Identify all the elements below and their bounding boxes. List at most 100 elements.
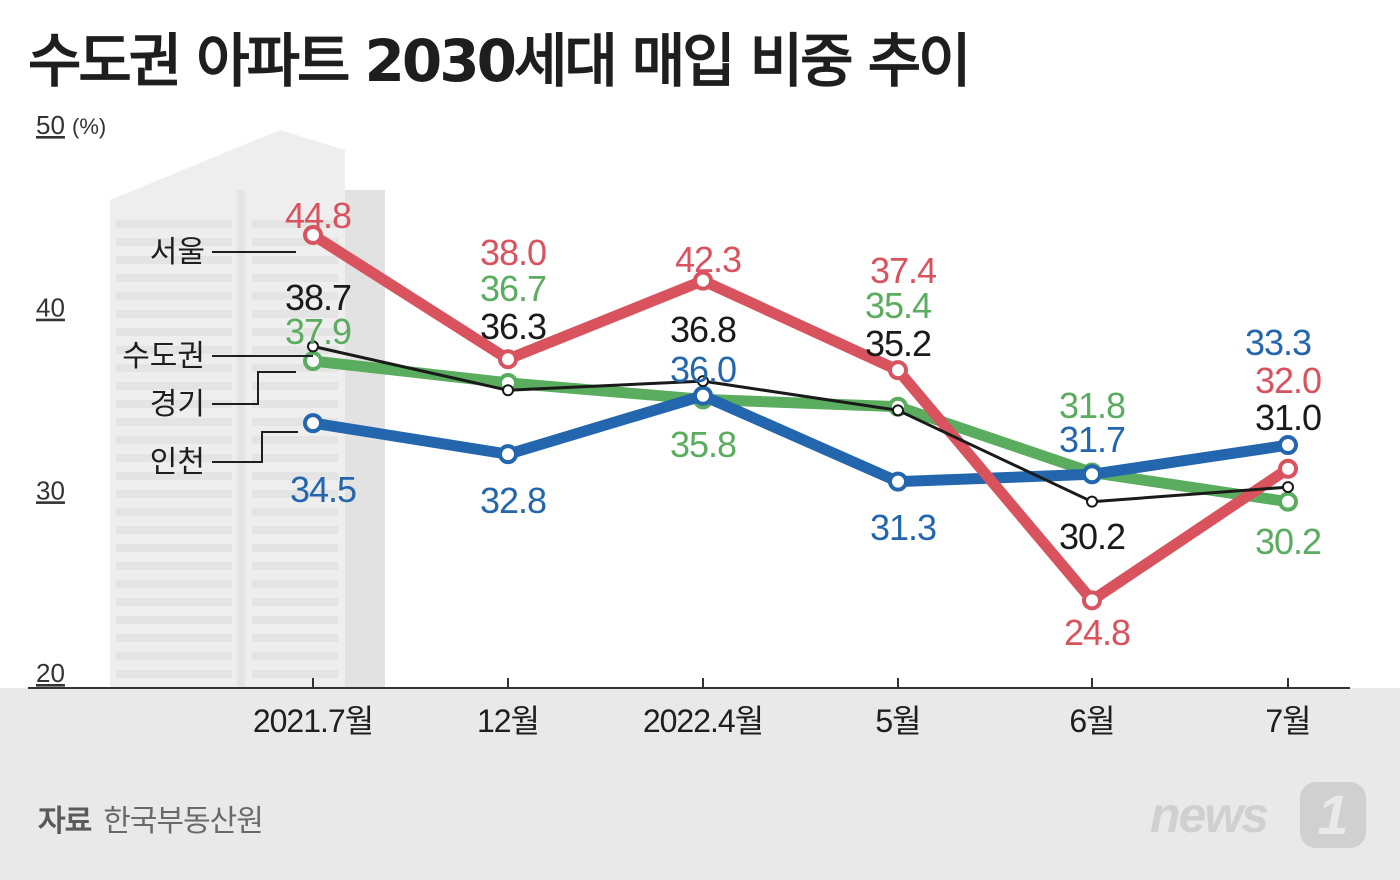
data-point-경기 (1278, 491, 1298, 512)
series-line-경기 (307, 355, 1294, 508)
building-window-row (252, 328, 338, 336)
data-label-인천: 32.8 (480, 480, 546, 521)
building-window-row (116, 490, 232, 498)
chart-axis: 20 30 40 50 (%) 2021.7월 12월 2022.4월 5월 6월 7월 (28, 110, 1350, 739)
building-window-row (116, 328, 232, 336)
y-tick-label: 40 (36, 293, 65, 323)
data-point-인천 (303, 413, 323, 434)
building-window-row (116, 508, 232, 516)
y-tick-label: 30 (36, 475, 65, 505)
building-window-row (252, 220, 338, 228)
building-window-row (116, 418, 232, 426)
building-window-row (116, 616, 232, 624)
legend-label-인천: 인천 (150, 446, 205, 479)
data-point-서울 (1082, 590, 1102, 611)
series-line-수도권 (311, 344, 1290, 504)
building-window-row (116, 364, 232, 372)
data-point-수도권 (1086, 495, 1098, 508)
building-window-row (252, 562, 338, 570)
building-window-row (116, 256, 232, 264)
building-window-row (116, 580, 232, 588)
building-window-row (252, 652, 338, 660)
building-window-row (252, 670, 338, 678)
building-window-row (116, 292, 232, 300)
data-label-수도권: 36.8 (670, 309, 736, 350)
source-name: 한국부동산원 (103, 804, 264, 839)
data-label-인천: 34.5 (290, 469, 356, 510)
data-label-경기: 36.7 (480, 268, 546, 309)
data-point-서울 (498, 349, 518, 370)
data-point-서울 (888, 360, 908, 381)
data-label-수도권: 35.2 (865, 323, 931, 364)
source-note: 자료 한국부동산원 (38, 796, 264, 840)
building-window-row (252, 526, 338, 534)
logo-text: news (1150, 787, 1269, 843)
building-window-row (252, 382, 338, 390)
data-label-경기: 31.8 (1059, 385, 1125, 426)
data-point-인천 (1082, 464, 1102, 485)
y-axis-unit: (%) (72, 114, 106, 139)
logo-badge: 1 (1300, 782, 1366, 848)
building-window-row (116, 310, 232, 318)
x-tick-label: 2021.7월 (253, 703, 373, 739)
x-tick-label: 2022.4월 (643, 703, 763, 739)
data-label-인천: 36.0 (670, 349, 736, 390)
data-point-수도권 (892, 404, 904, 417)
building-window-row (116, 526, 232, 534)
building-window-row (116, 454, 232, 462)
data-point-인천 (1278, 435, 1298, 456)
building-window-row (252, 544, 338, 552)
building-window-row (116, 562, 232, 570)
legend-label-경기: 경기 (150, 388, 205, 421)
building-window-row (116, 634, 232, 642)
building-window-row (252, 598, 338, 606)
data-label-경기: 37.9 (285, 311, 351, 352)
x-tick-label: 5월 (875, 703, 920, 739)
source-label: 자료 (38, 804, 92, 839)
data-label-수도권: 30.2 (1059, 516, 1125, 557)
building-window-row (116, 472, 232, 480)
data-point-인천 (888, 471, 908, 492)
data-label-경기: 35.8 (670, 424, 736, 465)
legend-label-서울: 서울 (150, 236, 205, 269)
building-window-row (252, 238, 338, 246)
data-point-서울 (693, 270, 713, 291)
building-window-row (252, 508, 338, 516)
data-label-서울: 38.0 (480, 232, 546, 273)
data-label-서울: 44.8 (285, 195, 351, 236)
data-label-인천: 31.7 (1059, 419, 1125, 460)
data-point-서울 (1278, 458, 1298, 479)
building-window-row (252, 490, 338, 498)
data-labels: 44.8 38.0 42.3 37.4 24.8 32.0 37.9 36.7 35.8 35.4… (285, 195, 1322, 653)
building-window-row (252, 400, 338, 408)
x-tick-label: 6월 (1069, 703, 1114, 739)
data-point-수도권 (307, 340, 319, 353)
data-label-서울: 24.8 (1064, 612, 1130, 653)
data-label-인천: 31.3 (870, 507, 936, 548)
data-label-서울: 42.3 (675, 239, 741, 280)
building-window-row (116, 652, 232, 660)
data-point-인천 (498, 444, 518, 465)
data-point-인천 (693, 385, 713, 406)
building-window-row (252, 310, 338, 318)
data-label-서울: 37.4 (870, 250, 936, 291)
news1-logo: news 1 (1150, 782, 1372, 852)
building-window-row (252, 616, 338, 624)
building-window-row (252, 454, 338, 462)
data-point-수도권 (1282, 481, 1294, 494)
data-point-서울 (303, 224, 323, 245)
legend-label-수도권: 수도권 (122, 340, 205, 373)
x-tick-label: 7월 (1265, 703, 1310, 739)
building-window-row (116, 436, 232, 444)
data-label-수도권: 38.7 (285, 277, 351, 318)
building-window-row (252, 256, 338, 264)
data-label-경기: 30.2 (1255, 521, 1321, 562)
series-line-인천 (307, 390, 1294, 488)
chart-title: 수도권 아파트 2030세대 매입 비중 추이 (28, 27, 971, 95)
building-window-row (252, 346, 338, 354)
y-tick-label: 20 (36, 658, 65, 688)
series-layer (303, 224, 1298, 611)
building-window-row (116, 544, 232, 552)
